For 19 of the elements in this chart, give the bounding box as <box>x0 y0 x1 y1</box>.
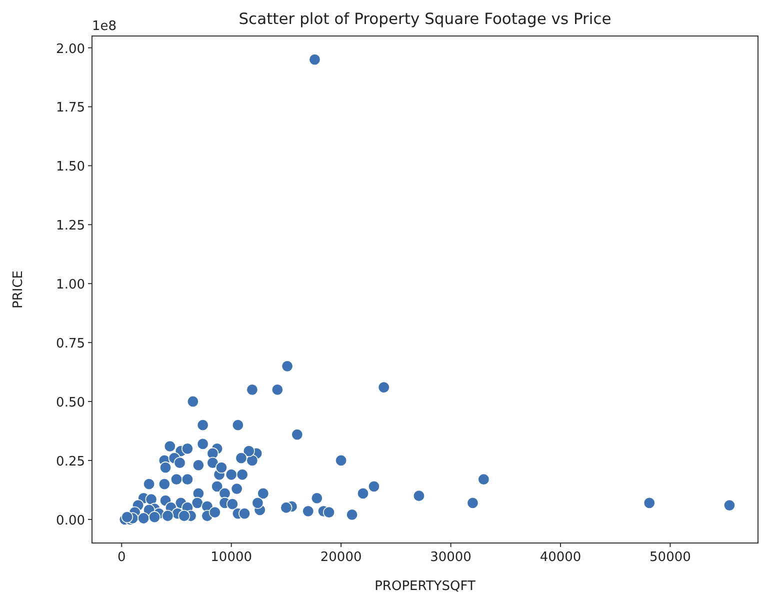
y-tick-label: 2.00 <box>56 42 85 57</box>
y-tick-label: 1.00 <box>56 278 85 293</box>
x-tick-label: 10000 <box>210 550 252 565</box>
x-tick-label: 0 <box>117 550 126 565</box>
y-tick-label: 0.75 <box>56 336 85 352</box>
x-tick-label: 30000 <box>430 550 472 565</box>
y-tick-label: 1.50 <box>56 160 85 175</box>
y-axis-title: PRICE <box>11 270 26 308</box>
x-tick-label: 50000 <box>650 550 691 565</box>
y-tick-label: 1.75 <box>56 100 85 116</box>
y-tick-label: 1.25 <box>56 218 85 234</box>
y-tick-label: 0.25 <box>56 454 85 470</box>
text: 1e8 <box>92 19 117 34</box>
y-tick-label: 0.50 <box>56 396 85 411</box>
x-axis-title: PROPERTYSQFT <box>374 579 476 594</box>
chart-title: Scatter plot of Property Square Footage vs Price <box>238 10 612 28</box>
x-tick-label: 20000 <box>320 550 362 565</box>
y-tick-label: 0.00 <box>56 513 85 528</box>
x-tick-label: 40000 <box>540 550 582 565</box>
